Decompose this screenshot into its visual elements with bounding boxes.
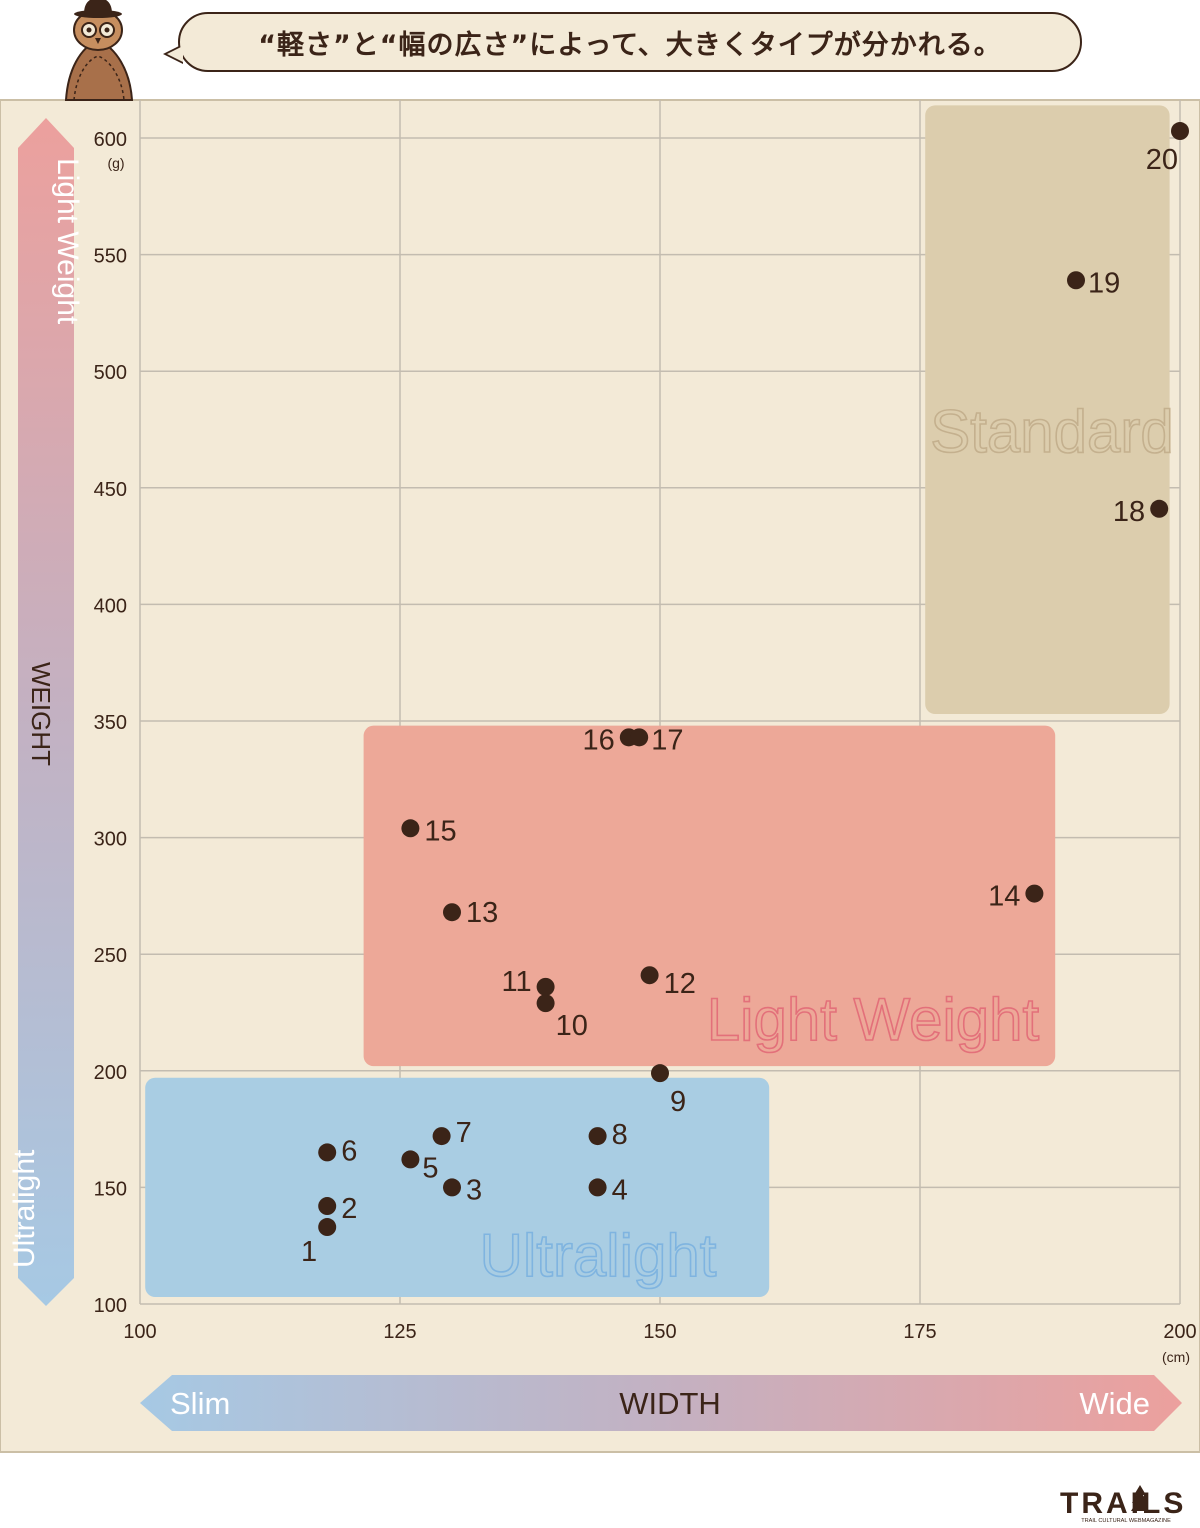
point-label-15: 15 (424, 815, 456, 847)
data-point-4 (588, 1178, 607, 1197)
y-arrow-bottom-label: Ultralight (8, 1149, 41, 1268)
y-arrow-top-label: Light Weight (51, 158, 84, 325)
trails-logo: TRAILS TRAIL CULTURAL WEBMAGAZINE (1060, 1485, 1186, 1524)
caption-text: “軽さ”と“幅の広さ”によって、大きくタイプが分かれる。 (258, 29, 1002, 61)
point-label-12: 12 (664, 968, 696, 1000)
y-tick-label: 100 (94, 1295, 127, 1317)
y-tick-label: 200 (94, 1062, 127, 1084)
data-point-9 (651, 1064, 669, 1083)
point-label-16: 16 (583, 724, 615, 756)
point-label-3: 3 (466, 1174, 482, 1206)
y-tick-label: 600 (94, 129, 127, 151)
point-label-17: 17 (651, 724, 683, 756)
y-axis-label: WEIGHT (26, 662, 56, 766)
x-tick-label: 175 (903, 1321, 936, 1343)
y-unit-label: (g) (107, 155, 124, 171)
zone-light-weight (363, 725, 1056, 1067)
y-tick-label: 550 (94, 246, 127, 268)
y-tick-label: 350 (94, 712, 127, 734)
data-point-10 (536, 994, 555, 1013)
data-point-6 (318, 1143, 337, 1162)
zone-standard (925, 105, 1170, 715)
y-tick-label: 500 (94, 362, 127, 384)
point-label-14: 14 (988, 881, 1020, 913)
point-label-10: 10 (556, 1010, 588, 1042)
point-label-6: 6 (341, 1135, 357, 1167)
data-point-17 (630, 728, 649, 747)
point-label-4: 4 (612, 1174, 628, 1206)
point-label-18: 18 (1113, 496, 1145, 528)
point-label-1: 1 (301, 1236, 317, 1268)
point-label-19: 19 (1088, 267, 1120, 299)
zone-label-ultralight: Ultralight (480, 1222, 717, 1289)
tree-icon (1131, 1485, 1149, 1511)
point-label-8: 8 (612, 1119, 628, 1151)
owl-mascot-icon (64, 0, 134, 101)
data-point-5 (401, 1150, 420, 1169)
x-tick-label: 100 (123, 1321, 156, 1343)
y-tick-label: 400 (94, 595, 127, 617)
data-point-3 (443, 1178, 461, 1197)
zone-label-light-weight: Light Weight (707, 986, 1040, 1053)
data-point-7 (432, 1127, 451, 1146)
data-point-1 (318, 1218, 337, 1237)
caption-bubble: “軽さ”と“幅の広さ”によって、大きくタイプが分かれる。 (178, 12, 1082, 72)
point-label-2: 2 (341, 1193, 357, 1225)
point-label-20: 20 (1146, 144, 1178, 176)
data-point-15 (401, 819, 420, 838)
data-point-11 (536, 977, 555, 996)
data-point-20 (1171, 122, 1189, 141)
weight-arrow (18, 118, 74, 1306)
point-label-7: 7 (456, 1117, 472, 1149)
y-tick-label: 300 (94, 829, 127, 851)
data-point-12 (640, 966, 659, 985)
data-point-8 (588, 1127, 607, 1146)
data-point-18 (1150, 499, 1169, 518)
width-arrow (140, 1375, 1182, 1431)
data-point-13 (443, 903, 461, 922)
y-tick-label: 250 (94, 945, 127, 967)
data-point-19 (1067, 271, 1085, 290)
logo-wordmark: TRAILS (1060, 1487, 1186, 1520)
x-tick-label: 150 (643, 1321, 676, 1343)
x-tick-label: 200 (1163, 1321, 1196, 1343)
point-label-13: 13 (466, 897, 498, 929)
point-label-5: 5 (422, 1152, 438, 1184)
logo-tagline: TRAIL CULTURAL WEBMAGAZINE (1081, 1518, 1171, 1524)
speech-bubble-tail-inner (167, 46, 183, 62)
x-axis-label: WIDTH (619, 1386, 721, 1421)
y-tick-label: 450 (94, 479, 127, 501)
point-label-11: 11 (501, 966, 531, 998)
x-unit-label: (cm) (1162, 1349, 1190, 1365)
x-arrow-left-label: Slim (170, 1386, 230, 1421)
x-arrow-right-label: Wide (1079, 1386, 1150, 1421)
x-tick-label: 125 (383, 1321, 416, 1343)
zone-label-standard: Standard (930, 398, 1174, 465)
point-label-9: 9 (670, 1086, 686, 1118)
y-tick-label: 150 (94, 1178, 127, 1200)
data-point-2 (318, 1197, 337, 1216)
data-point-14 (1025, 884, 1044, 903)
